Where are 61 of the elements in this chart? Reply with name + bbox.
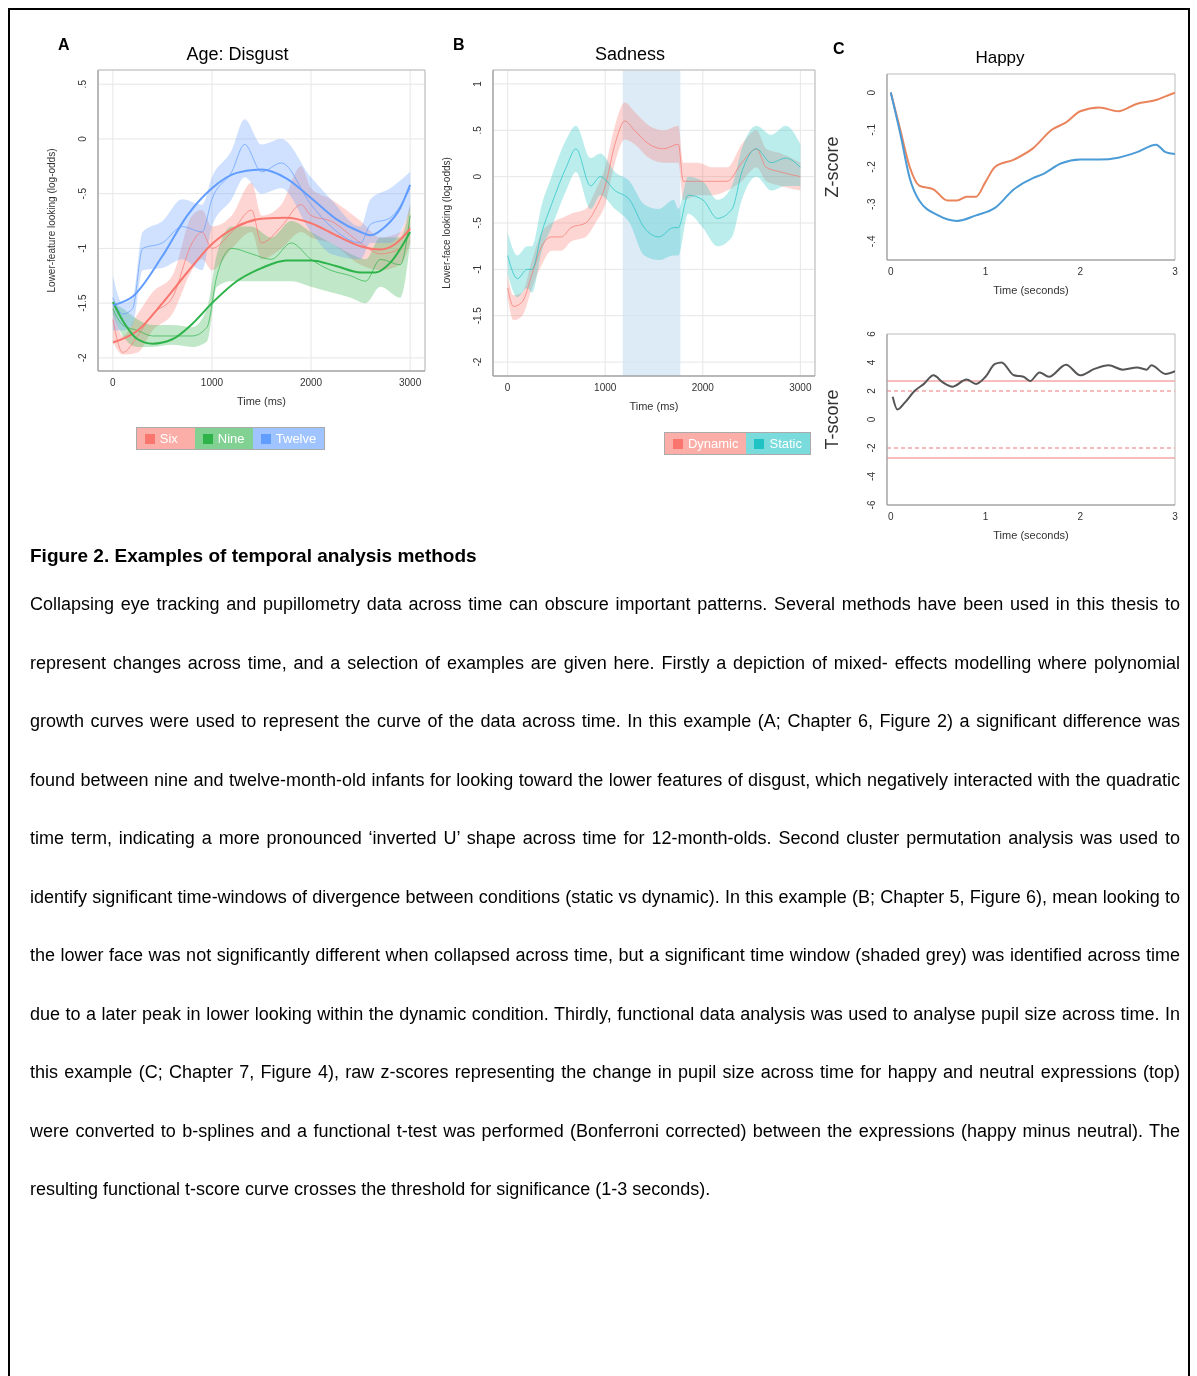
x-tick-label: 0 xyxy=(504,382,511,394)
y-tick-label: -1 xyxy=(472,264,483,274)
y-axis-title: Lower-face looking (log-odds) xyxy=(440,157,452,289)
y-tick-label: -2 xyxy=(77,352,88,363)
y-axis-title: Z-score xyxy=(822,136,843,198)
y-tick-label: -4 xyxy=(866,471,877,481)
x-tick-label: 2000 xyxy=(691,382,715,394)
x-tick-label: 2000 xyxy=(299,377,323,389)
x-tick-label: 1000 xyxy=(594,382,617,394)
y-axis-title: Lower-feature looking (log-odds) xyxy=(45,148,57,293)
x-axis-title: Time (seconds) xyxy=(993,529,1069,541)
x-tick-label: 3 xyxy=(1172,266,1179,278)
y-tick-label: -1.5 xyxy=(472,306,483,325)
x-tick-label: 3 xyxy=(1172,511,1179,523)
text: B xyxy=(453,36,465,54)
y-tick-label: -1.5 xyxy=(77,294,88,312)
text: C xyxy=(833,40,845,58)
x-tick-label: 0 xyxy=(888,266,895,278)
legend-label: Six xyxy=(159,431,178,446)
x-tick-label: 1000 xyxy=(200,377,224,389)
y-tick-label: -.1 xyxy=(866,123,877,136)
x-tick-label: 0 xyxy=(888,511,895,523)
x-tick-label: 0 xyxy=(110,377,117,389)
y-tick-label: 4 xyxy=(866,359,877,366)
x-tick-label: 1 xyxy=(982,511,989,523)
x-tick-label: 2 xyxy=(1077,511,1084,523)
y-tick-label: 1 xyxy=(472,80,483,87)
legend-label: Static xyxy=(769,436,802,451)
x-tick-label: 3000 xyxy=(399,377,422,389)
chart-title: Age: Disgust xyxy=(186,44,289,64)
x-axis-title: Time (ms) xyxy=(236,395,287,407)
y-tick-label: -2 xyxy=(472,357,483,367)
legend-label: Twelve xyxy=(275,431,317,446)
x-tick-label: 3000 xyxy=(789,382,812,394)
y-tick-label: -2 xyxy=(866,443,877,453)
text: Figure 2. Examples of temporal analysis methods xyxy=(30,545,478,567)
x-tick-label: 1 xyxy=(982,266,989,278)
y-tick-label: 0 xyxy=(472,173,483,180)
y-axis-title: T-score xyxy=(822,389,843,450)
y-tick-label: -1 xyxy=(77,243,88,253)
x-axis-title: Time (seconds) xyxy=(993,284,1069,296)
y-tick-label: 0 xyxy=(866,416,877,423)
y-tick-label: -.5 xyxy=(77,187,88,200)
x-axis-title: Time (ms) xyxy=(629,400,679,412)
text: Collapsing eye tracking and pupillometry data across time can obscure important patterns. Several methods have been used in this thesis to represent changes across time, and a selection of examples are given here. Firstly a depiction of mixed- effects modelling where polynomial growth curves were used to represent the curve of the data across time. In this example (A; Chapter 6, Figure 2) a significant difference was found between nine and twelve-month-old infants for looking toward the lower features of disgust, which negatively interacted with the quadratic time term, indicating a more pronounced ‘inverted U’ shape across time for 12-month-olds. Second cluster permutation analysis was used to identify significant time-windows of divergence between conditions (static vs dynamic). In this example (B; Chapter 5, Figure 6), mean looking to the lower face was not significantly different when collapsed across time, but a significant time window (shaded grey) was identified across time due to a later peak in lower looking within the dynamic condition. Thirdly, functional data analysis was used to analyse pupil size across time. In this example (C; Chapter 7, Figure 4), raw z-scores representing the change in pupil size across time for happy and neutral expressions (top) were converted to b-splines and a functional t-test was performed (Bonferroni corrected) between the expressions (happy minus neutral). The resulting functional t-score curve crosses the threshold for significance (1-3 seconds). xyxy=(30,594,1180,1199)
y-tick-label: -.5 xyxy=(472,216,483,229)
y-tick-label: -.3 xyxy=(866,197,877,211)
legend-label: Nine xyxy=(217,431,245,446)
x-tick-label: 2 xyxy=(1077,266,1084,278)
chart-title: Sadness xyxy=(594,44,666,64)
text: A xyxy=(58,36,70,54)
y-tick-label: 0 xyxy=(866,89,877,96)
y-tick-label: -.2 xyxy=(866,160,877,173)
chart-title: Happy xyxy=(975,48,1025,67)
y-tick-label: -6 xyxy=(866,500,877,510)
y-tick-label: 6 xyxy=(866,330,877,337)
y-tick-label: -.4 xyxy=(866,235,877,248)
legend-label: Dynamic xyxy=(687,436,739,451)
y-tick-label: .5 xyxy=(77,79,88,89)
y-tick-label: .5 xyxy=(472,125,483,135)
y-tick-label: 0 xyxy=(77,135,88,142)
